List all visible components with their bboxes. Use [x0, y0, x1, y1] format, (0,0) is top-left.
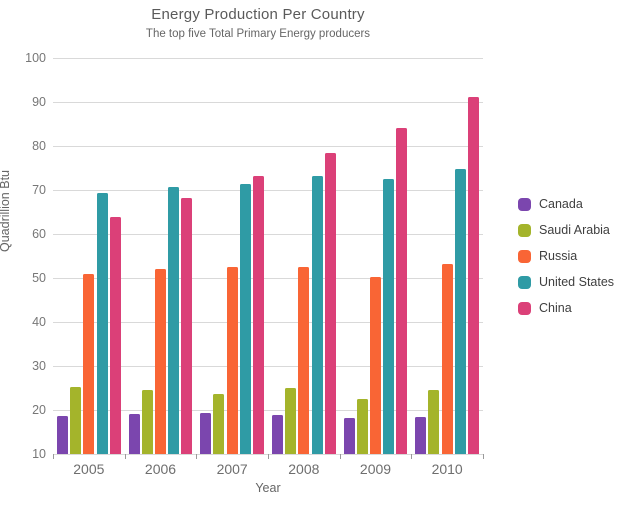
x-axis-label: 2006: [144, 461, 177, 477]
y-axis-label: 80: [32, 139, 46, 153]
bar-united-states-2009[interactable]: [383, 178, 395, 454]
y-axis-label: 70: [32, 183, 46, 197]
grid-line: [53, 366, 483, 367]
bar-canada-2006[interactable]: [128, 414, 140, 454]
bar-saudi-arabia-2007[interactable]: [213, 394, 225, 454]
bar-russia-2006[interactable]: [155, 269, 166, 454]
grid-line: [53, 322, 483, 323]
x-axis-label: 2010: [431, 461, 463, 477]
x-axis-tick: [196, 454, 198, 459]
bar-canada-2009[interactable]: [343, 417, 355, 454]
legend-swatch-icon: [518, 301, 531, 315]
bar-china-2005[interactable]: [109, 216, 121, 454]
bar-united-states-2006[interactable]: [168, 187, 180, 454]
bar-saudi-arabia-2005[interactable]: [70, 387, 82, 454]
legend-swatch-icon: [518, 249, 531, 263]
x-axis-title: Year: [255, 481, 281, 495]
chart-subtitle: The top five Total Primary Energy produc…: [145, 28, 371, 40]
bar-canada-2010[interactable]: [415, 417, 427, 454]
chart-header: Energy Production Per Country The top fi…: [0, 6, 516, 40]
grid-line: [53, 146, 483, 147]
x-axis-tick: [411, 454, 413, 459]
bar-china-2007[interactable]: [253, 175, 265, 454]
x-axis-label: 2007: [216, 461, 248, 477]
y-axis-label: 90: [32, 95, 46, 109]
grid-line: [53, 234, 483, 235]
x-axis-tick: [124, 454, 126, 459]
x-axis-label: 2009: [359, 461, 392, 477]
bar-united-states-2010[interactable]: [454, 168, 466, 454]
bar-saudi-arabia-2009[interactable]: [356, 398, 368, 454]
x-axis-tick: [339, 454, 341, 459]
legend-item-united-states[interactable]: United States: [518, 269, 614, 295]
bar-russia-2005[interactable]: [83, 273, 95, 454]
bar-saudi-arabia-2010[interactable]: [428, 390, 440, 454]
bar-saudi-arabia-2008[interactable]: [285, 388, 297, 454]
y-axis-label: 50: [32, 271, 46, 285]
legend-label: Russia: [539, 249, 578, 263]
y-axis-label: 60: [32, 227, 46, 241]
y-axis-label: 10: [32, 447, 46, 461]
bar-china-2006[interactable]: [181, 197, 193, 454]
legend-swatch-icon: [518, 223, 531, 237]
legend-item-canada[interactable]: Canada: [518, 191, 614, 217]
legend-item-china[interactable]: China: [518, 295, 614, 321]
legend-label: United States: [539, 275, 615, 289]
legend-swatch-icon: [518, 197, 531, 211]
bar-china-2010[interactable]: [468, 96, 480, 454]
bar-russia-2008[interactable]: [298, 266, 310, 454]
legend-swatch-icon: [518, 275, 531, 289]
grid-line: [53, 410, 483, 411]
legend-item-russia[interactable]: Russia: [518, 243, 614, 269]
bar-russia-2009[interactable]: [370, 276, 381, 454]
bar-china-2008[interactable]: [324, 153, 336, 454]
y-axis-label: 40: [32, 315, 46, 329]
y-axis-label: 30: [32, 359, 46, 373]
bar-canada-2008[interactable]: [271, 414, 283, 454]
grid-line: [53, 278, 483, 279]
x-axis-label: 2008: [288, 461, 320, 477]
bar-china-2009[interactable]: [396, 128, 408, 454]
y-axis-label: 100: [25, 51, 46, 65]
x-axis-tick: [53, 454, 54, 459]
bar-canada-2005[interactable]: [56, 415, 68, 454]
bar-united-states-2005[interactable]: [96, 192, 108, 454]
legend-label: China: [539, 301, 572, 315]
grid-line: [53, 190, 483, 191]
chart-title: Energy Production Per Country: [151, 6, 365, 23]
x-axis-tick: [268, 454, 269, 459]
bar-canada-2007[interactable]: [200, 412, 212, 454]
bar-russia-2007[interactable]: [226, 267, 238, 454]
legend-item-saudi-arabia[interactable]: Saudi Arabia: [518, 217, 614, 243]
legend: Canada Saudi Arabia Russia United States Chi…: [518, 191, 614, 321]
x-axis-tick: [483, 454, 484, 459]
bar-united-states-2007[interactable]: [239, 183, 251, 454]
y-axis-label: 20: [32, 403, 46, 417]
plot-area: [53, 58, 484, 459]
grid-line: [53, 102, 483, 103]
legend-label: Canada: [539, 197, 583, 211]
grid-line: [53, 58, 483, 59]
bar-saudi-arabia-2006[interactable]: [141, 390, 153, 454]
legend-label: Saudi Arabia: [539, 223, 610, 237]
x-axis-label: 2005: [73, 461, 105, 477]
bar-united-states-2008[interactable]: [311, 175, 323, 454]
bar-russia-2010[interactable]: [441, 263, 453, 454]
